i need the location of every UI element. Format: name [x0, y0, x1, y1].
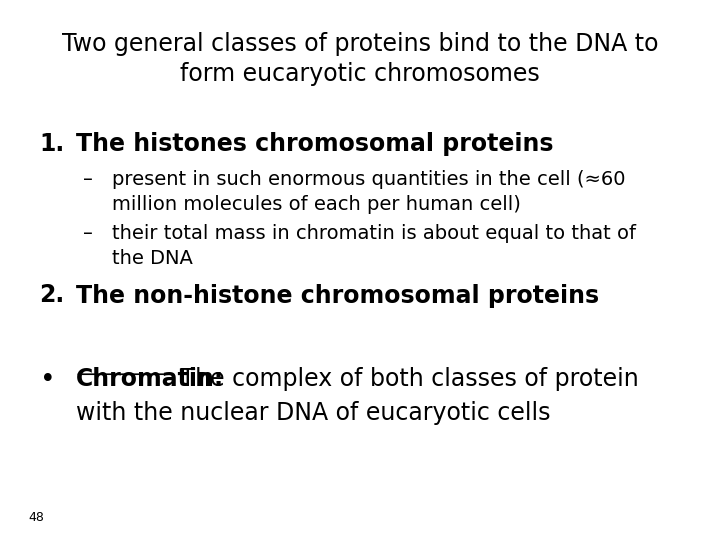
Text: –: –: [83, 224, 93, 243]
Text: 2.: 2.: [40, 284, 65, 307]
Text: The complex of both classes of protein: The complex of both classes of protein: [173, 367, 639, 391]
Text: The non-histone chromosomal proteins: The non-histone chromosomal proteins: [76, 284, 599, 307]
Text: Two general classes of proteins bind to the DNA to
form eucaryotic chromosomes: Two general classes of proteins bind to …: [62, 32, 658, 86]
Text: present in such enormous quantities in the cell (≈60
million molecules of each p: present in such enormous quantities in t…: [112, 170, 625, 214]
Text: The histones chromosomal proteins: The histones chromosomal proteins: [76, 132, 553, 156]
Text: 48: 48: [29, 511, 45, 524]
Text: Chromatin:: Chromatin:: [76, 367, 224, 391]
Text: •: •: [40, 367, 55, 393]
Text: 1.: 1.: [40, 132, 65, 156]
Text: with the nuclear DNA of eucaryotic cells: with the nuclear DNA of eucaryotic cells: [76, 401, 550, 425]
Text: their total mass in chromatin is about equal to that of
the DNA: their total mass in chromatin is about e…: [112, 224, 636, 268]
Text: –: –: [83, 170, 93, 189]
